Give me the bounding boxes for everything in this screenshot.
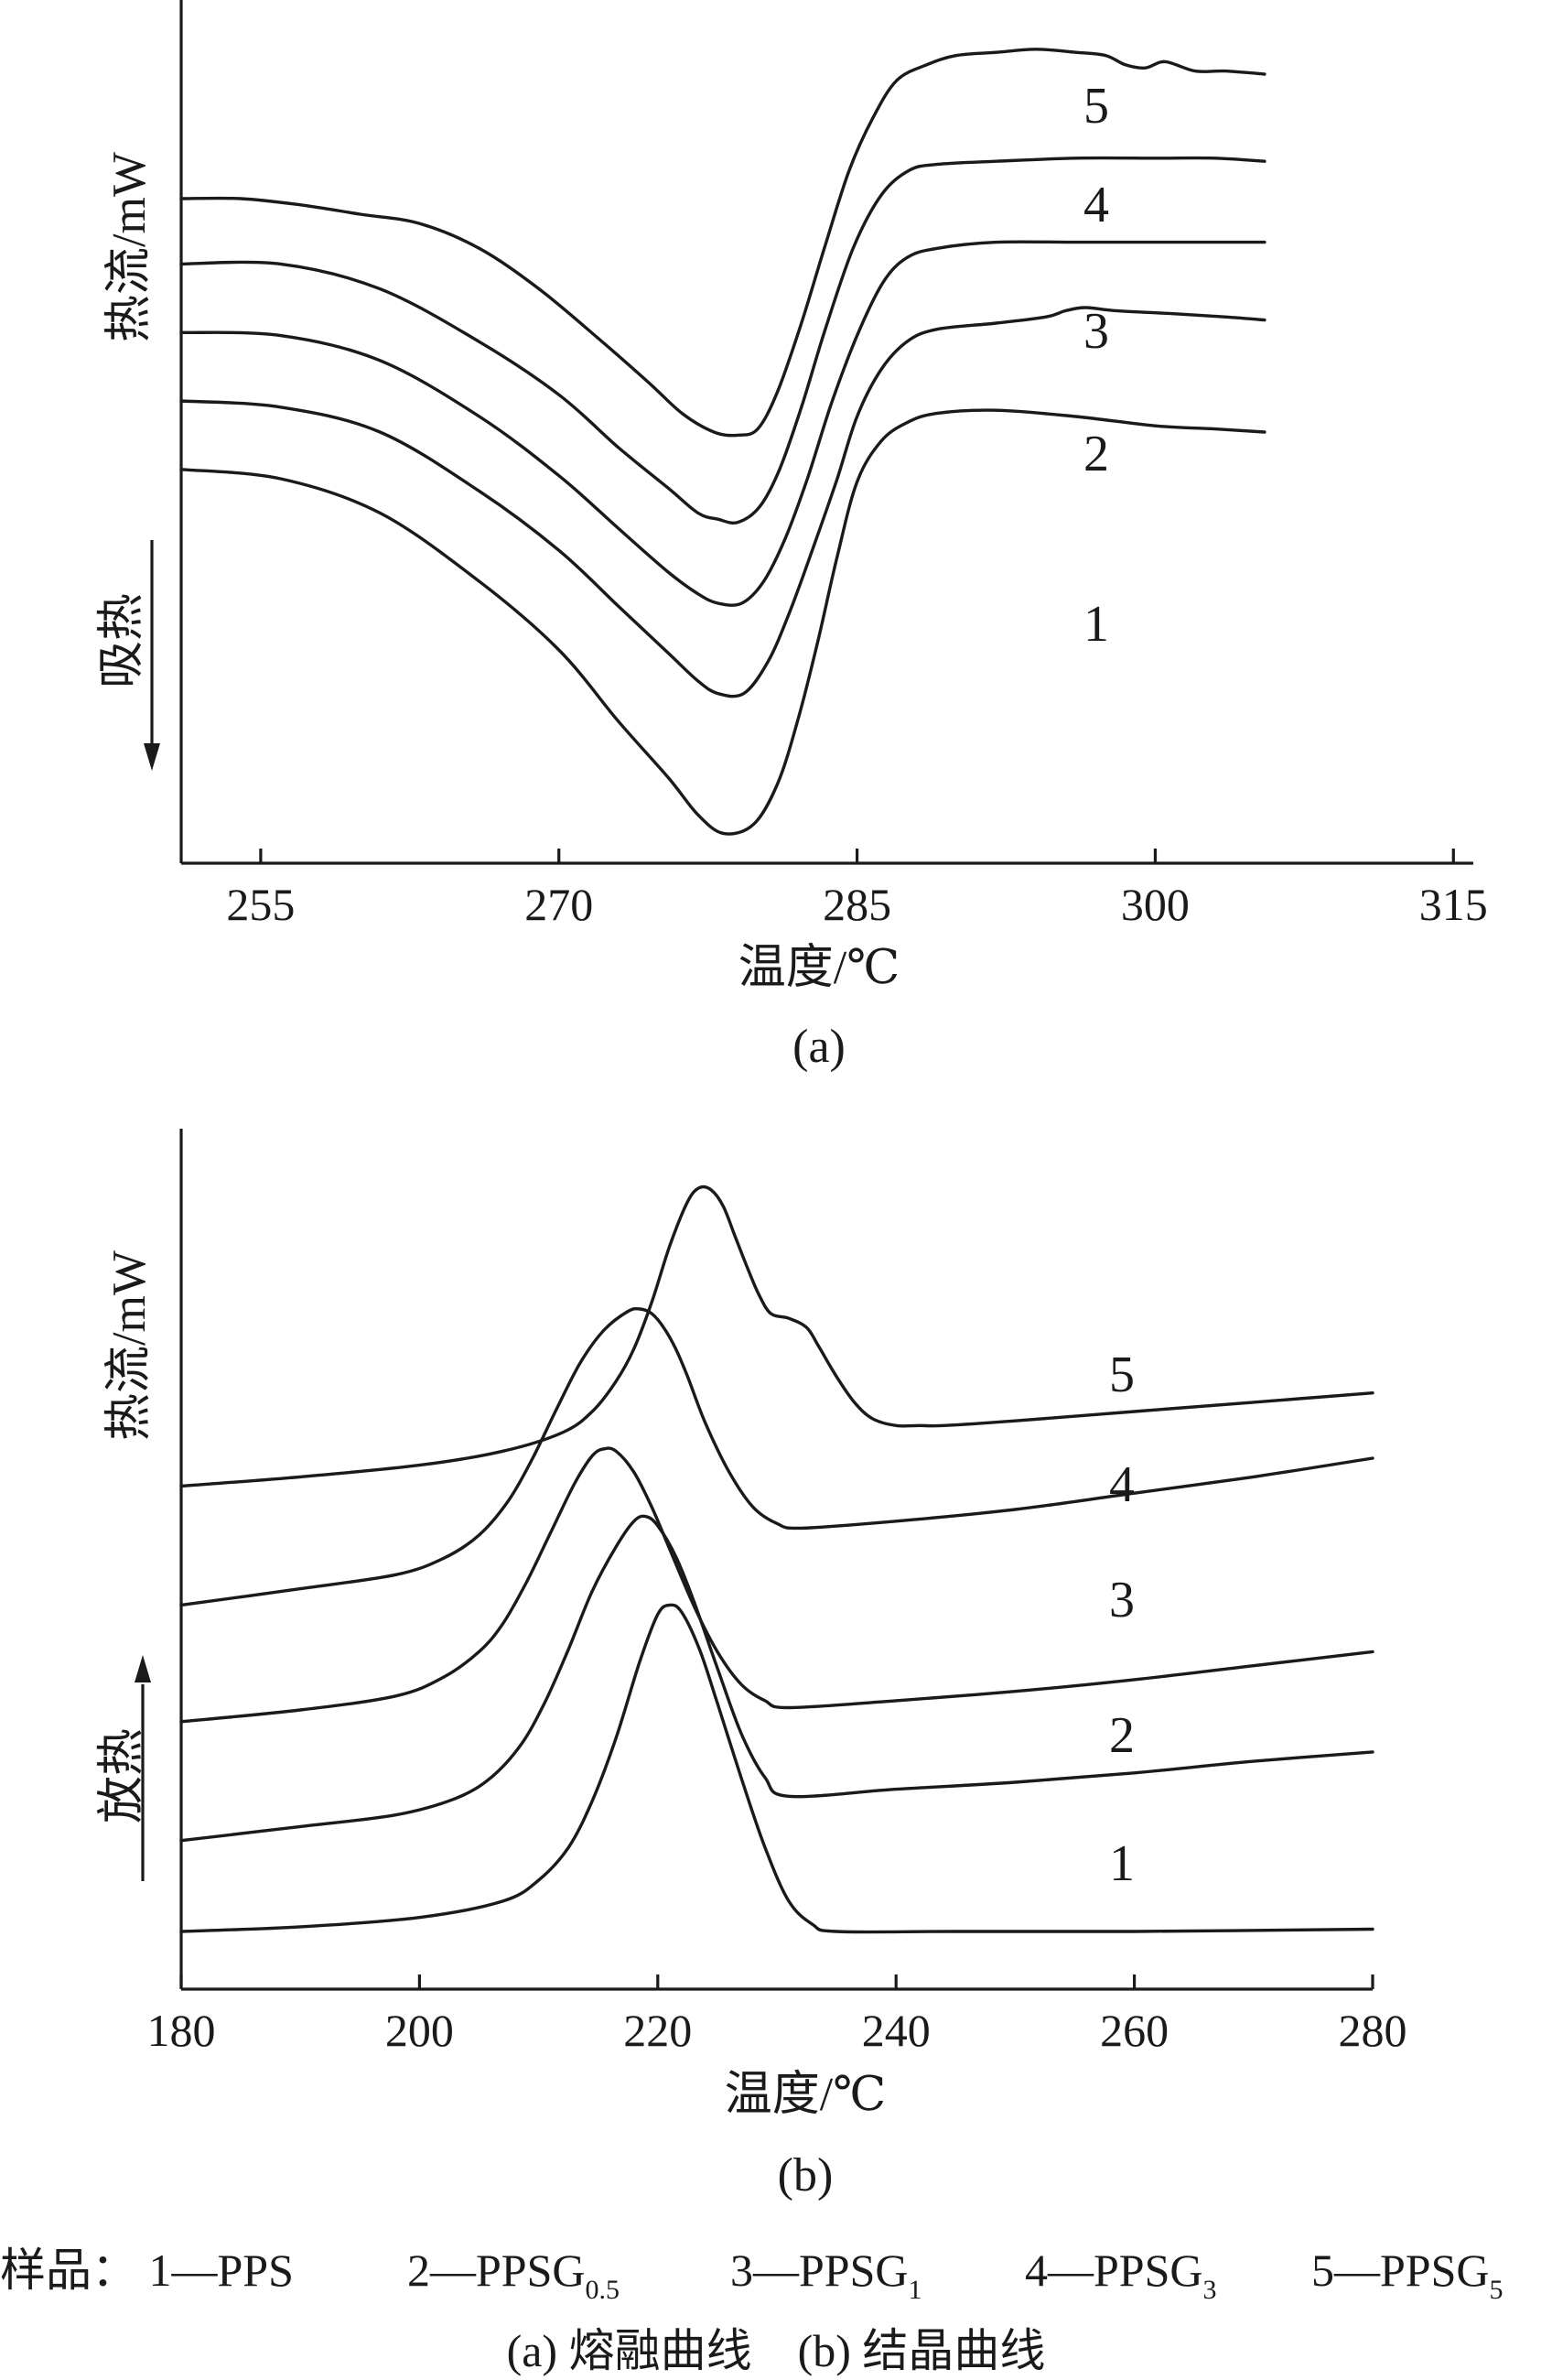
panel-b-x-tick-label-200: 200 (385, 2005, 454, 2056)
panel-b-y-axis-title: 热流/mW (103, 1250, 156, 1441)
panel-a-curves (179, 48, 1266, 836)
panel-a-x-axis-title: 温度/℃ (738, 942, 900, 994)
panel-a-direction-label: 吸热 (96, 593, 148, 688)
panel-a-x-tick-label-315: 315 (1419, 879, 1488, 930)
panel-a-x-tick-label-285: 285 (823, 879, 891, 930)
panel-a-curve-5 (179, 48, 1266, 438)
panel-a-curve-3 (179, 240, 1266, 607)
panel-b-curve-label-5: 5 (1109, 1347, 1135, 1403)
panel-b-curve-label-3: 3 (1109, 1572, 1135, 1628)
caption-sample-5-subscript: 5 (1490, 2275, 1504, 2305)
panel-a-x-tick-label-300: 300 (1121, 879, 1190, 930)
panel-b-x-tick-label-220: 220 (623, 2005, 692, 2056)
panel-b-x-tick-label-280: 280 (1339, 2005, 1407, 2056)
panel-a-curve-label-4: 4 (1083, 177, 1109, 233)
panel-b-axes (179, 1129, 1373, 1991)
panel-a-sublabel: (a) (792, 1021, 846, 1073)
panel-a-axes (179, 0, 1473, 865)
panel-a-curve-label-1: 1 (1083, 596, 1109, 653)
panel-b-x-axis-title: 温度/℃ (725, 2069, 887, 2121)
panel-b-curve-4 (179, 1306, 1374, 1607)
panel-a-melting: 255 270 285 300 315 5 4 3 2 1 热流/mW 吸热 温度/℃ … (96, 0, 1488, 1073)
panel-b-x-tick-label-260: 260 (1100, 2005, 1169, 2056)
caption-samples-prefix: 样品： (0, 2245, 137, 2296)
caption-sample-3-subscript: 1 (909, 2275, 922, 2305)
panel-b-direction-label: 放热 (96, 1728, 148, 1823)
panel-b-curve-2 (179, 1514, 1374, 1843)
caption-sample-5: 5—PPSG (1311, 2245, 1490, 2296)
panel-b-x-tick-label-240: 240 (862, 2005, 931, 2056)
caption-sample-4-subscript: 3 (1203, 2275, 1217, 2305)
figure-caption: 样品： 1—PPS 2—PPSG0.5 3—PPSG1 4—PPSG3 5—PP… (0, 2245, 1504, 2376)
panel-b-curves (179, 1185, 1374, 1934)
panel-a-y-axis-title: 热流/mW (103, 152, 156, 342)
panel-a-direction-arrow (144, 540, 160, 771)
caption-sample-3: 3—PPSG (730, 2245, 909, 2296)
caption-sample-2-subscript: 0.5 (586, 2275, 620, 2305)
caption-sample-4: 4—PPSG (1025, 2245, 1203, 2296)
panel-b-curve-1 (179, 1603, 1374, 1934)
panel-b-curve-label-1: 1 (1109, 1835, 1135, 1892)
panel-a-curve-2 (179, 306, 1266, 698)
panel-b-x-tick-label-180: 180 (147, 2005, 216, 2056)
panel-b-curve-5 (179, 1185, 1374, 1488)
panel-b-curve-3 (179, 1446, 1374, 1724)
panel-a-x-tick-label-270: 270 (524, 879, 593, 930)
panel-a-x-ticks: 255 270 285 300 315 (226, 849, 1488, 930)
caption-sample-1: 1—PPS (149, 2245, 294, 2296)
caption-samples-line: 样品： 1—PPS 2—PPSG0.5 3—PPSG1 4—PPSG3 5—PP… (0, 2245, 1504, 2309)
panel-a-curve-label-2: 2 (1083, 426, 1109, 482)
panel-b-sublabel: (b) (778, 2149, 834, 2202)
caption-line-2: (a) 熔融曲线 (b) 结晶曲线 (507, 2325, 1046, 2376)
panel-a-curve-label-5: 5 (1083, 78, 1109, 135)
panel-a-curve-1 (179, 408, 1266, 836)
panel-a-x-tick-label-255: 255 (226, 879, 295, 930)
caption-sample-2: 2—PPSG (407, 2245, 586, 2296)
panel-b-curve-label-4: 4 (1109, 1456, 1135, 1513)
panel-a-curve-label-3: 3 (1083, 303, 1109, 360)
panel-a-curve-4 (179, 156, 1266, 525)
panel-b-direction-arrow (135, 1655, 151, 1881)
panel-b-x-ticks: 180 200 220 240 260 280 (147, 1974, 1407, 2056)
panel-b-crystallization: 180 200 220 240 260 280 5 4 3 2 1 热流/mW 放热 温度… (96, 1129, 1407, 2202)
panel-b-curve-label-2: 2 (1109, 1707, 1135, 1764)
